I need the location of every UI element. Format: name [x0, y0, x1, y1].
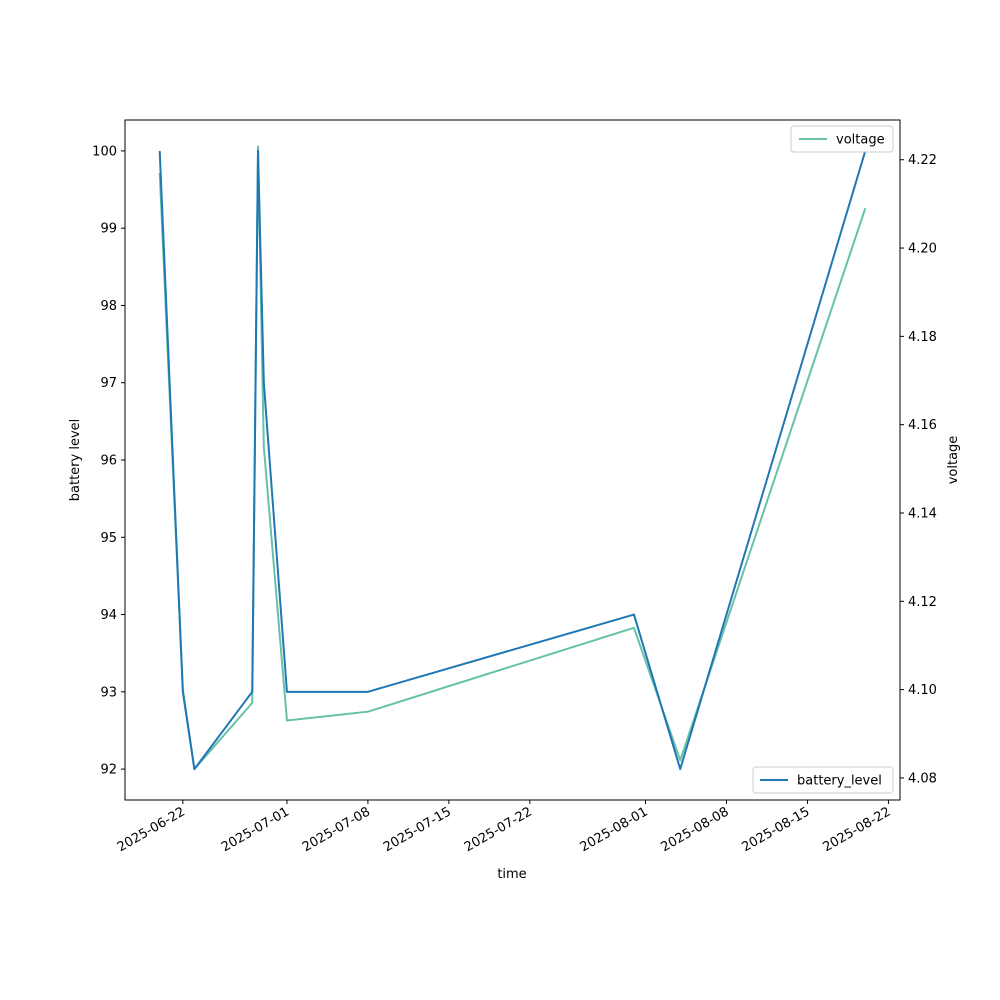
y-left-tick-label: 98: [100, 299, 117, 314]
y-right-tick-label: 4.10: [908, 683, 937, 698]
legend-voltage-box: [790, 125, 894, 153]
y-right-tick-label: 4.12: [908, 595, 937, 610]
legend-battery-level-box: [752, 766, 894, 794]
legend-voltage: voltage: [790, 125, 894, 153]
y-left-tick-label: 99: [100, 222, 117, 237]
y-left-tick-label: 95: [100, 531, 117, 546]
y-axis-left-label: battery level: [68, 419, 83, 502]
y-axis-left: 92 93 94 95 96 97 98 99 100: [92, 144, 125, 778]
series-layer: [158, 145, 867, 771]
y-right-tick-label: 4.14: [908, 506, 937, 521]
y-axis-right-label: voltage: [946, 436, 961, 485]
y-right-tick-label: 4.16: [908, 418, 937, 433]
y-axis-right: 4.08 4.10 4.12 4.14 4.16 4.18 4.20 4.22: [900, 153, 937, 786]
y-right-tick-label: 4.18: [908, 330, 937, 345]
y-right-tick-label: 4.08: [908, 771, 937, 786]
y-right-tick-label: 4.22: [908, 153, 937, 168]
y-left-tick-label: 94: [100, 608, 117, 623]
y-left-tick-label: 93: [100, 685, 117, 700]
legend-battery-level: battery_level: [752, 766, 894, 794]
x-axis-label: time: [497, 867, 526, 882]
y-right-tick-label: 4.20: [908, 242, 937, 257]
y-left-tick-label: 100: [92, 144, 117, 159]
y-left-tick-label: 97: [100, 376, 117, 391]
legend-voltage-label: voltage: [836, 133, 885, 148]
y-left-tick-label: 96: [100, 454, 117, 469]
legend-battery-level-label: battery_level: [797, 774, 882, 789]
series-line-battery-level: [158, 149, 867, 771]
y-left-tick-label: 92: [100, 763, 117, 778]
